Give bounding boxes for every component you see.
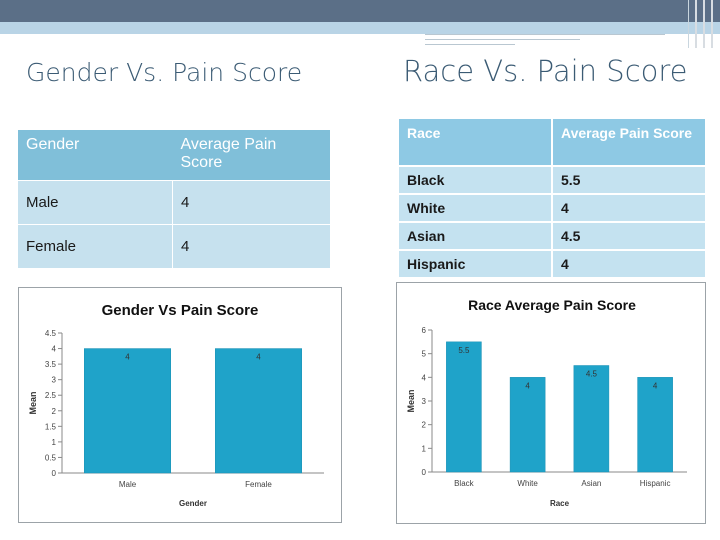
- y-tick-label: 3: [52, 376, 57, 385]
- chart-title: Race Average Pain Score: [468, 297, 636, 313]
- table-cell: Female: [18, 224, 173, 268]
- race-chart-svg: Race Average Pain Score 0 1 2 3 4 5 6 5.5 Black 4 W…: [406, 297, 687, 508]
- bar: [637, 377, 673, 473]
- chart-title: Gender Vs Pain Score: [102, 302, 259, 319]
- data-label: 4: [125, 353, 130, 362]
- y-axis-label: Mean: [406, 389, 416, 412]
- x-axis-label: Race: [550, 499, 570, 508]
- table-row: Hispanic 4: [399, 249, 705, 277]
- bar: [573, 365, 610, 473]
- bar: [509, 377, 546, 473]
- table-header-row: Gender Average Pain Score: [18, 130, 330, 181]
- table-cell: 4: [552, 249, 705, 277]
- table-header-cell: Race: [399, 119, 553, 166]
- table-cell: 4: [172, 180, 330, 225]
- y-tick-label: 6: [422, 326, 427, 335]
- gender-chart: Gender Vs Pain Score 0 0.5 1 1.5 2 2.5 3 3.5 4 4.5…: [18, 287, 342, 523]
- deco-line: [425, 39, 580, 40]
- table-cell: 4: [172, 224, 330, 268]
- race-chart: Race Average Pain Score 0 1 2 3 4 5 6 5.5 Black 4 W…: [396, 282, 706, 524]
- gender-chart-svg: Gender Vs Pain Score 0 0.5 1 1.5 2 2.5 3 3.5 4 4.5…: [28, 302, 324, 508]
- y-tick-label: 5: [422, 350, 427, 359]
- table-cell: Hispanic: [399, 249, 553, 277]
- table-cell: Asian: [399, 221, 553, 250]
- y-tick-label: 0: [52, 469, 57, 478]
- y-tick-label: 2.5: [45, 391, 57, 400]
- x-tick-label: Asian: [581, 479, 601, 488]
- top-bar: [0, 0, 720, 22]
- deco-line: [425, 34, 665, 35]
- y-axis-label: Mean: [28, 391, 38, 414]
- table-cell: Black: [399, 165, 553, 194]
- table-cell: 5.5: [552, 165, 705, 194]
- data-label: 5.5: [458, 346, 470, 355]
- y-tick-label: 3.5: [45, 360, 57, 369]
- left-title: Gender Vs. Pain Score: [26, 58, 303, 87]
- table-row: Female 4: [18, 224, 330, 268]
- right-title: Race Vs. Pain Score: [403, 54, 688, 88]
- data-label: 4.5: [586, 370, 598, 379]
- table-cell: White: [399, 193, 553, 222]
- table-cell: Male: [18, 180, 173, 225]
- data-label: 4: [525, 381, 530, 390]
- corner-decoration: [688, 0, 720, 48]
- y-tick-label: 2: [422, 421, 427, 430]
- table-row: Asian 4.5: [399, 221, 705, 250]
- race-table: Race Average Pain Score Black 5.5 White …: [399, 119, 705, 277]
- y-tick-label: 3: [422, 397, 427, 406]
- y-tick-label: 1: [422, 444, 427, 453]
- y-tick-label: 0: [422, 468, 427, 477]
- x-tick-label: Male: [119, 480, 137, 489]
- table-header-row: Race Average Pain Score: [399, 119, 705, 166]
- table-cell: 4: [552, 193, 705, 222]
- x-tick-label: Hispanic: [640, 479, 671, 488]
- table-row: White 4: [399, 193, 705, 222]
- table-header-cell: Average Pain Score: [172, 130, 330, 181]
- table-header-cell: Gender: [18, 130, 173, 181]
- x-axis-label: Gender: [179, 499, 207, 508]
- y-tick-label: 0.5: [45, 453, 57, 462]
- bar: [446, 341, 482, 473]
- x-tick-label: Black: [454, 479, 475, 488]
- data-label: 4: [256, 353, 261, 362]
- table-header-cell: Average Pain Score: [552, 119, 705, 166]
- gender-table: Gender Average Pain Score Male 4 Female …: [18, 130, 330, 268]
- y-tick-label: 2: [52, 407, 57, 416]
- y-tick-label: 4.5: [45, 329, 57, 338]
- y-tick-label: 4: [422, 373, 427, 382]
- bar: [215, 348, 302, 474]
- data-label: 4: [653, 381, 658, 390]
- x-tick-label: White: [517, 479, 538, 488]
- bar: [84, 348, 171, 474]
- table-row: Black 5.5: [399, 165, 705, 194]
- table-cell: 4.5: [552, 221, 705, 250]
- table-row: Male 4: [18, 180, 330, 225]
- y-tick-label: 1: [52, 438, 57, 447]
- deco-line: [425, 44, 515, 45]
- top-bar-strip: [0, 22, 720, 34]
- x-tick-label: Female: [245, 480, 272, 489]
- y-tick-label: 4: [52, 345, 57, 354]
- y-tick-label: 1.5: [45, 422, 57, 431]
